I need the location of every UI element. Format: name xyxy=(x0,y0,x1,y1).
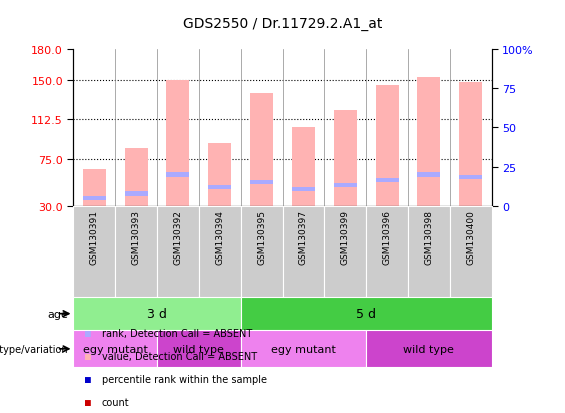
Bar xyxy=(73,206,115,297)
Text: GSM130395: GSM130395 xyxy=(257,209,266,264)
Bar xyxy=(115,206,157,297)
Text: percentile rank within the sample: percentile rank within the sample xyxy=(102,374,267,384)
Bar xyxy=(167,81,189,206)
Text: GSM130394: GSM130394 xyxy=(215,209,224,264)
Text: GSM130399: GSM130399 xyxy=(341,209,350,264)
Text: GSM130400: GSM130400 xyxy=(466,209,475,264)
Text: rank, Detection Call = ABSENT: rank, Detection Call = ABSENT xyxy=(102,329,252,339)
Bar xyxy=(334,110,357,206)
Text: ■: ■ xyxy=(85,374,90,384)
Bar xyxy=(250,180,273,185)
Text: ■: ■ xyxy=(85,351,90,361)
Bar xyxy=(292,188,315,192)
Text: GSM130397: GSM130397 xyxy=(299,209,308,264)
Bar xyxy=(324,206,366,297)
Text: wild type: wild type xyxy=(173,344,224,354)
Text: age: age xyxy=(47,309,68,319)
Bar xyxy=(418,173,440,177)
Text: ■: ■ xyxy=(85,397,90,407)
Text: 3 d: 3 d xyxy=(147,307,167,320)
Bar xyxy=(459,175,482,179)
Bar xyxy=(83,170,106,206)
Bar xyxy=(208,144,231,206)
Text: value, Detection Call = ABSENT: value, Detection Call = ABSENT xyxy=(102,351,257,361)
Text: egy mutant: egy mutant xyxy=(271,344,336,354)
Bar xyxy=(366,206,408,297)
Text: genotype/variation: genotype/variation xyxy=(0,344,68,354)
Bar xyxy=(241,206,282,297)
Bar xyxy=(73,330,157,368)
Bar xyxy=(408,206,450,297)
Bar xyxy=(208,185,231,190)
Bar xyxy=(292,128,315,206)
Bar xyxy=(157,330,241,368)
Bar xyxy=(334,183,357,188)
Bar xyxy=(241,330,366,368)
Bar xyxy=(376,178,398,183)
Bar xyxy=(366,330,492,368)
Text: ■: ■ xyxy=(85,329,90,339)
Bar xyxy=(83,196,106,200)
Text: GDS2550 / Dr.11729.2.A1_at: GDS2550 / Dr.11729.2.A1_at xyxy=(183,17,382,31)
Text: wild type: wild type xyxy=(403,344,454,354)
Text: GSM130393: GSM130393 xyxy=(132,209,141,264)
Bar xyxy=(199,206,241,297)
Bar xyxy=(73,297,241,330)
Bar xyxy=(250,93,273,206)
Bar xyxy=(418,78,440,206)
Bar xyxy=(167,173,189,177)
Bar xyxy=(459,83,482,206)
Bar xyxy=(241,297,492,330)
Bar xyxy=(125,192,147,196)
Bar xyxy=(157,206,199,297)
Text: GSM130398: GSM130398 xyxy=(424,209,433,264)
Text: GSM130396: GSM130396 xyxy=(383,209,392,264)
Text: egy mutant: egy mutant xyxy=(83,344,147,354)
Bar xyxy=(376,86,398,206)
Bar xyxy=(125,149,147,206)
Text: GSM130392: GSM130392 xyxy=(173,209,182,264)
Bar xyxy=(282,206,324,297)
Bar xyxy=(450,206,492,297)
Text: count: count xyxy=(102,397,129,407)
Text: GSM130391: GSM130391 xyxy=(90,209,99,264)
Text: 5 d: 5 d xyxy=(356,307,376,320)
